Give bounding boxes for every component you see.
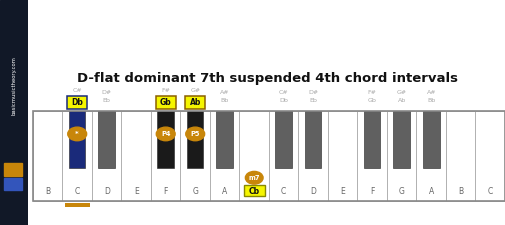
Text: Bb: Bb <box>427 98 435 103</box>
Bar <box>33 111 63 201</box>
Text: P5: P5 <box>190 131 200 137</box>
Text: C: C <box>281 187 286 196</box>
Bar <box>4 163 22 176</box>
Text: G#: G# <box>396 90 407 95</box>
Bar <box>67 96 87 109</box>
Text: C: C <box>75 187 80 196</box>
Bar <box>217 111 233 168</box>
Text: Ab: Ab <box>189 98 201 107</box>
Bar <box>243 185 265 196</box>
Circle shape <box>156 127 175 141</box>
Circle shape <box>186 127 205 141</box>
Text: P4: P4 <box>161 131 171 137</box>
Text: D#: D# <box>308 90 318 95</box>
Text: C#: C# <box>72 88 82 93</box>
Text: Db: Db <box>71 98 83 107</box>
Text: C#: C# <box>279 90 288 95</box>
Bar <box>69 111 85 168</box>
Bar <box>275 111 292 168</box>
Text: F#: F# <box>161 88 170 93</box>
Bar <box>387 111 417 201</box>
Text: D-flat dominant 7th suspended 4th chord intervals: D-flat dominant 7th suspended 4th chord … <box>77 72 458 85</box>
Bar <box>92 111 122 201</box>
Text: C: C <box>488 187 493 196</box>
Bar <box>446 111 476 201</box>
Bar <box>151 111 180 201</box>
Text: A: A <box>429 187 434 196</box>
Bar <box>423 111 439 168</box>
Text: m7: m7 <box>248 175 260 181</box>
Bar <box>65 203 90 207</box>
Bar <box>98 111 115 168</box>
Text: B: B <box>458 187 463 196</box>
Bar <box>33 111 505 201</box>
Text: F#: F# <box>368 90 377 95</box>
Bar <box>269 111 298 201</box>
Text: B: B <box>45 187 51 196</box>
Text: E: E <box>134 187 138 196</box>
Text: basicmusictheory.com: basicmusictheory.com <box>12 56 17 115</box>
Text: Eb: Eb <box>309 98 317 103</box>
Bar <box>298 111 328 201</box>
Text: F: F <box>370 187 374 196</box>
Bar <box>358 111 387 201</box>
Bar <box>185 96 205 109</box>
Bar <box>158 111 174 168</box>
Text: G#: G# <box>190 88 200 93</box>
Text: Db: Db <box>279 98 288 103</box>
Bar <box>305 111 322 168</box>
Text: E: E <box>340 187 345 196</box>
Bar <box>210 111 239 201</box>
Bar <box>156 96 176 109</box>
Bar <box>476 111 505 201</box>
Text: D#: D# <box>102 90 112 95</box>
Bar <box>364 111 380 168</box>
Bar <box>4 178 22 190</box>
Bar <box>63 111 92 201</box>
Text: D: D <box>310 187 316 196</box>
Circle shape <box>245 171 263 184</box>
Text: D: D <box>104 187 110 196</box>
Bar <box>180 111 210 201</box>
Text: Gb: Gb <box>368 98 377 103</box>
Circle shape <box>68 127 87 141</box>
Text: Cb: Cb <box>248 187 260 196</box>
Text: Ab: Ab <box>397 98 406 103</box>
Text: Gb: Gb <box>160 98 172 107</box>
Text: F: F <box>164 187 168 196</box>
Text: Bb: Bb <box>221 98 229 103</box>
Bar <box>187 111 204 168</box>
Bar <box>393 111 410 168</box>
Text: A: A <box>222 187 227 196</box>
Bar <box>239 111 269 201</box>
Text: G: G <box>399 187 405 196</box>
Text: Eb: Eb <box>103 98 111 103</box>
Bar <box>328 111 358 201</box>
Bar <box>417 111 446 201</box>
Bar <box>122 111 151 201</box>
Text: *: * <box>75 131 79 137</box>
Text: A#: A# <box>427 90 436 95</box>
Text: A#: A# <box>220 90 229 95</box>
Text: G: G <box>192 187 198 196</box>
